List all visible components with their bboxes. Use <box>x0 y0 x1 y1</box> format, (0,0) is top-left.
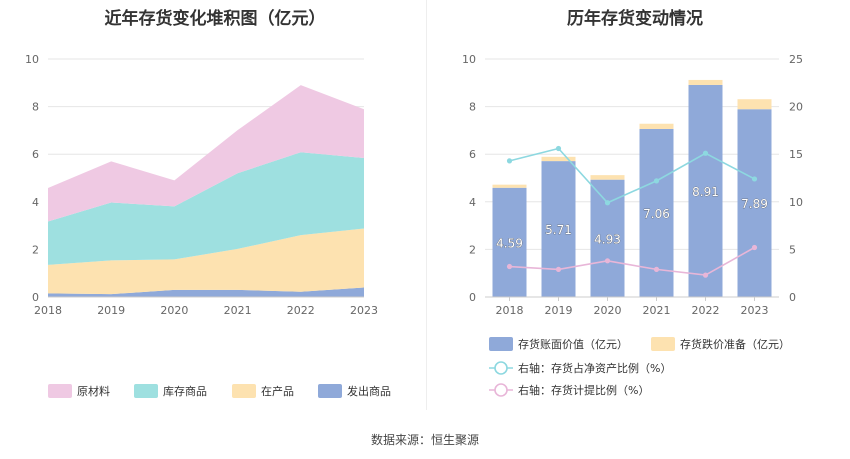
left-legend-swatch <box>318 384 342 398</box>
right-legend-label: 存货账面价值（亿元） <box>518 337 628 351</box>
area-series-2 <box>48 228 364 295</box>
right-x-tick-label: 2020 <box>594 304 622 317</box>
bar-value-label: 4.93 <box>594 232 621 246</box>
right-legend-label: 存货跌价准备（亿元） <box>680 337 790 351</box>
book-value-bar <box>541 161 576 297</box>
left-y-tick-label: 8 <box>32 101 39 114</box>
left-y-tick-label: 6 <box>32 148 39 161</box>
provision-ratio-line <box>509 246 755 276</box>
right-legend-line-marker <box>494 383 508 397</box>
left-x-tick-label: 2019 <box>97 304 125 317</box>
impairment-bar <box>541 156 576 162</box>
impairment-bar <box>639 123 674 129</box>
right-legend-swatch <box>651 337 675 351</box>
left-y-tick-label: 10 <box>25 53 39 66</box>
ratio-net-assets-point <box>506 158 513 164</box>
book-value-bar <box>492 187 527 297</box>
left-y-tick-label: 2 <box>32 243 39 256</box>
right-x-tick-label: 2023 <box>741 304 769 317</box>
left-legend-label: 原材料 <box>77 384 110 398</box>
right-left-y-tick-label: 8 <box>469 101 476 114</box>
area-series-1 <box>48 287 364 297</box>
right-right-y-tick-label: 5 <box>789 243 796 256</box>
right-legend-swatch <box>489 337 513 351</box>
bar-value-label: 4.59 <box>496 236 523 250</box>
left-legend-label: 在产品 <box>261 384 294 398</box>
book-value-bar <box>590 179 625 297</box>
bar-value-label: 8.91 <box>692 185 719 199</box>
provision-ratio-point <box>702 272 709 278</box>
left-x-tick-label: 2023 <box>350 304 378 317</box>
left-y-tick-label: 0 <box>32 291 39 304</box>
left-legend-swatch <box>134 384 158 398</box>
ratio-net-assets-line <box>509 147 755 204</box>
right-right-y-tick-label: 25 <box>789 53 803 66</box>
book-value-bar <box>688 84 723 297</box>
bar-value-label: 7.89 <box>741 197 768 211</box>
book-value-bar <box>737 109 772 297</box>
bar-value-label: 5.71 <box>545 223 572 237</box>
right-chart-title: 历年存货变动情况 <box>567 9 703 29</box>
right-left-y-tick-label: 6 <box>469 148 476 161</box>
right-left-y-tick-label: 4 <box>469 196 476 209</box>
provision-ratio-point <box>604 258 611 264</box>
left-legend-swatch <box>232 384 256 398</box>
left-x-tick-label: 2018 <box>34 304 62 317</box>
data-source-note: 数据来源：恒生聚源 <box>370 433 479 447</box>
right-right-y-tick-label: 10 <box>789 196 803 209</box>
left-legend-label: 库存商品 <box>163 384 207 398</box>
left-x-tick-label: 2022 <box>287 304 315 317</box>
right-left-y-tick-label: 0 <box>469 291 476 304</box>
provision-ratio-point <box>555 266 562 272</box>
impairment-bar <box>492 184 527 188</box>
area-series-3 <box>48 152 364 265</box>
area-series-4 <box>48 85 364 222</box>
ratio-net-assets-point <box>702 150 709 156</box>
right-x-tick-label: 2018 <box>496 304 524 317</box>
right-legend-label: 右轴：存货占净资产比例（%） <box>518 361 671 375</box>
right-right-y-tick-label: 15 <box>789 148 803 161</box>
right-x-tick-label: 2019 <box>545 304 573 317</box>
right-left-y-tick-label: 10 <box>462 53 476 66</box>
ratio-net-assets-point <box>555 145 562 152</box>
stacked-area-chart: 0 2 4 6 8 10 2018 2019 2020 2021 2022 2023 原材料 库存商品 在产… <box>25 53 391 398</box>
right-legend-label: 右轴：存货计提比例（%） <box>518 383 649 397</box>
right-right-y-tick-label: 20 <box>789 101 803 114</box>
provision-ratio-point <box>506 263 513 270</box>
right-right-y-tick-label: 0 <box>789 291 796 304</box>
left-chart-title: 近年存货变化堆积图（亿元） <box>104 9 326 29</box>
ratio-net-assets-point <box>604 200 611 206</box>
impairment-bar <box>688 79 723 85</box>
ratio-net-assets-point <box>653 178 660 184</box>
right-legend-line-marker <box>494 361 508 375</box>
ratio-net-assets-point <box>751 176 758 182</box>
left-legend-swatch <box>48 384 72 398</box>
right-x-tick-label: 2021 <box>643 304 671 317</box>
panel-divider <box>426 0 427 410</box>
left-x-tick-label: 2020 <box>160 304 188 317</box>
provision-ratio-point <box>751 244 758 251</box>
impairment-bar <box>737 99 772 110</box>
left-y-tick-label: 4 <box>32 196 39 209</box>
right-x-tick-label: 2022 <box>692 304 720 317</box>
impairment-bar <box>590 175 625 180</box>
left-x-tick-label: 2021 <box>224 304 252 317</box>
provision-ratio-point <box>653 266 660 272</box>
right-left-y-tick-label: 2 <box>469 243 476 256</box>
left-legend-label: 发出商品 <box>347 384 391 398</box>
bar-value-label: 7.06 <box>643 207 670 221</box>
